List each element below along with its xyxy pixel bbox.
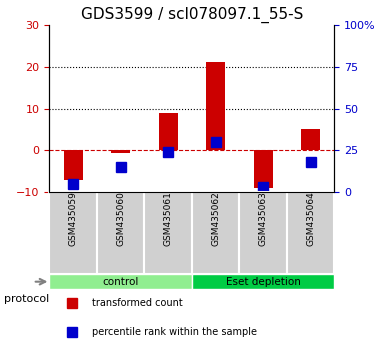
Bar [159,113,178,150]
Text: transformed count: transformed count [92,298,183,308]
Bar [254,150,273,188]
Text: GSM435062: GSM435062 [211,191,220,246]
Text: GSM435061: GSM435061 [164,191,173,246]
Bar [301,130,320,150]
FancyBboxPatch shape [192,274,334,289]
Text: percentile rank within the sample: percentile rank within the sample [92,327,257,337]
FancyBboxPatch shape [144,192,192,274]
Title: GDS3599 / scl078097.1_55-S: GDS3599 / scl078097.1_55-S [81,7,303,23]
Bar [111,150,130,153]
FancyBboxPatch shape [239,192,287,274]
FancyBboxPatch shape [287,192,334,274]
FancyBboxPatch shape [49,274,192,289]
Text: protocol: protocol [4,294,49,304]
Text: GSM435063: GSM435063 [259,191,268,246]
FancyBboxPatch shape [192,192,239,274]
Text: GSM435059: GSM435059 [69,191,78,246]
FancyBboxPatch shape [97,192,144,274]
Bar [64,150,83,180]
FancyBboxPatch shape [49,192,97,274]
Text: GSM435064: GSM435064 [306,191,315,246]
Text: Eset depletion: Eset depletion [226,277,301,287]
Bar [206,62,225,150]
Text: control: control [103,277,139,287]
Text: GSM435060: GSM435060 [116,191,125,246]
